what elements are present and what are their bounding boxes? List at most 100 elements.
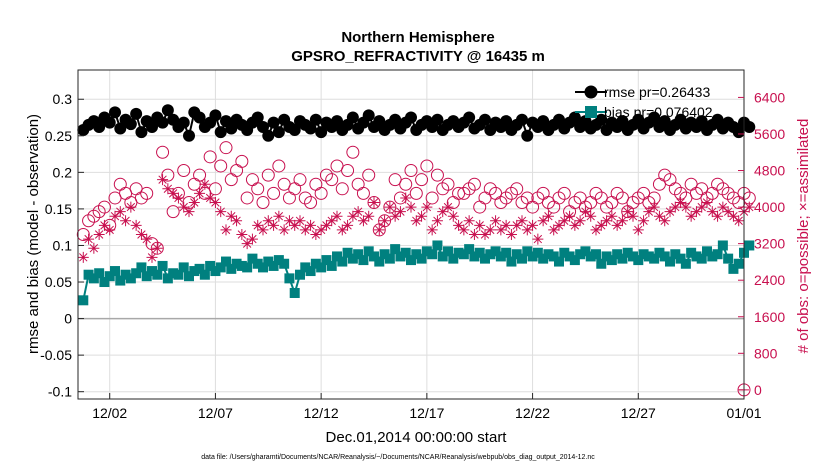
x-tick-label: 12/17 <box>409 405 444 421</box>
assimilated-point <box>527 219 539 231</box>
rmse-point <box>209 109 222 122</box>
assimilated-point <box>141 233 153 245</box>
assimilated-point <box>638 215 650 227</box>
bias-point <box>601 251 612 262</box>
bias-point <box>480 253 490 264</box>
assimilated-point <box>109 210 121 222</box>
assimilated-point <box>437 206 449 218</box>
bias-point <box>173 269 184 280</box>
series-possible <box>76 141 756 397</box>
rmse-point <box>479 113 491 126</box>
y-tick-label: -0.05 <box>40 347 72 363</box>
bias-point <box>363 246 374 257</box>
bias-point <box>342 247 353 258</box>
y-axis-label: rmse and bias (model - observation) <box>25 114 42 354</box>
bias-point <box>453 247 464 258</box>
bias-point <box>723 253 734 264</box>
rmse-point <box>262 129 275 142</box>
rmse-point <box>130 107 143 120</box>
assimilated-point <box>416 210 428 222</box>
assimilated-point <box>305 219 317 231</box>
rmse-point <box>124 118 137 131</box>
assimilated-point <box>495 224 507 236</box>
bias-point <box>326 260 337 271</box>
possible-point <box>161 168 175 182</box>
assimilated-point <box>548 224 560 236</box>
assimilated-point <box>468 229 480 240</box>
possible-point <box>325 173 339 187</box>
assimilated-point <box>220 224 232 236</box>
assimilated-point <box>447 210 459 222</box>
bias-point <box>532 247 543 258</box>
assimilated-point <box>727 210 739 222</box>
possible-point <box>240 191 254 205</box>
rmse-point <box>161 104 174 117</box>
assimilated-point <box>574 215 586 227</box>
assimilated-point <box>553 219 565 231</box>
assimilated-point <box>558 215 570 227</box>
possible-point <box>304 196 318 210</box>
assimilated-point <box>585 210 597 222</box>
bias-point <box>670 249 681 260</box>
possible-point <box>658 168 672 182</box>
left-axis: 0.3 0.25 0.2 0.15 0.1 0.05 0 -0.05 -0.1 <box>40 91 84 400</box>
bias-point <box>152 269 163 280</box>
possible-point <box>156 145 170 159</box>
assimilated-point <box>289 219 301 231</box>
possible-point <box>203 150 217 164</box>
assimilated-point <box>352 206 364 218</box>
x-tick-label: 12/07 <box>198 405 233 421</box>
assimilated-point <box>347 210 359 222</box>
rmse-point <box>537 115 550 128</box>
rmse-point <box>315 126 328 139</box>
y2-tick-label: 4000 <box>754 199 785 215</box>
assimilated-point <box>706 206 718 218</box>
bias-point <box>332 251 342 262</box>
bias-point <box>649 253 660 264</box>
assimilated-point <box>505 229 517 240</box>
y2-tick-label: 5600 <box>754 126 785 142</box>
bias-point <box>131 268 142 279</box>
bias-point <box>347 253 358 264</box>
possible-point <box>177 164 191 178</box>
assimilated-point <box>484 224 496 236</box>
assimilated-point <box>336 224 348 236</box>
y2-tick-label: 0 <box>754 382 762 398</box>
possible-point <box>341 164 355 178</box>
possible-point <box>140 186 154 200</box>
bias-point <box>717 240 728 251</box>
possible-point <box>256 196 270 210</box>
rmse-point <box>405 111 417 124</box>
bias-point <box>289 287 300 298</box>
assimilated-point <box>172 192 184 204</box>
bias-point <box>686 247 697 258</box>
bias-point <box>406 255 416 266</box>
rmse-point <box>225 122 238 135</box>
y2-axis-label: # of obs: o=possible; ×=assimilated <box>795 119 812 354</box>
legend-bias-marker <box>585 106 597 118</box>
bias-point <box>501 247 512 258</box>
rmse-point <box>568 111 581 124</box>
bias-point <box>691 251 702 262</box>
x-axis-label: Dec.01,2014 00:00:00 start <box>326 429 508 446</box>
assimilated-point <box>712 210 724 222</box>
bias-point <box>236 260 247 271</box>
possible-point <box>319 168 333 182</box>
assimilated-point <box>151 242 163 254</box>
rmse-point <box>500 115 513 128</box>
bias-point <box>696 253 707 264</box>
bias-point <box>321 255 332 266</box>
assimilated-point <box>342 219 354 231</box>
possible-point <box>293 173 307 187</box>
assimilated-point <box>379 215 391 227</box>
bias-point <box>638 249 649 260</box>
assimilated-point <box>114 206 126 218</box>
assimilated-point <box>490 215 502 227</box>
assimilated-point <box>162 183 174 195</box>
assimilated-point <box>643 206 655 218</box>
assimilated-point <box>120 215 132 227</box>
possible-point <box>510 182 524 196</box>
possible-point <box>383 200 397 214</box>
possible-point <box>441 177 455 191</box>
